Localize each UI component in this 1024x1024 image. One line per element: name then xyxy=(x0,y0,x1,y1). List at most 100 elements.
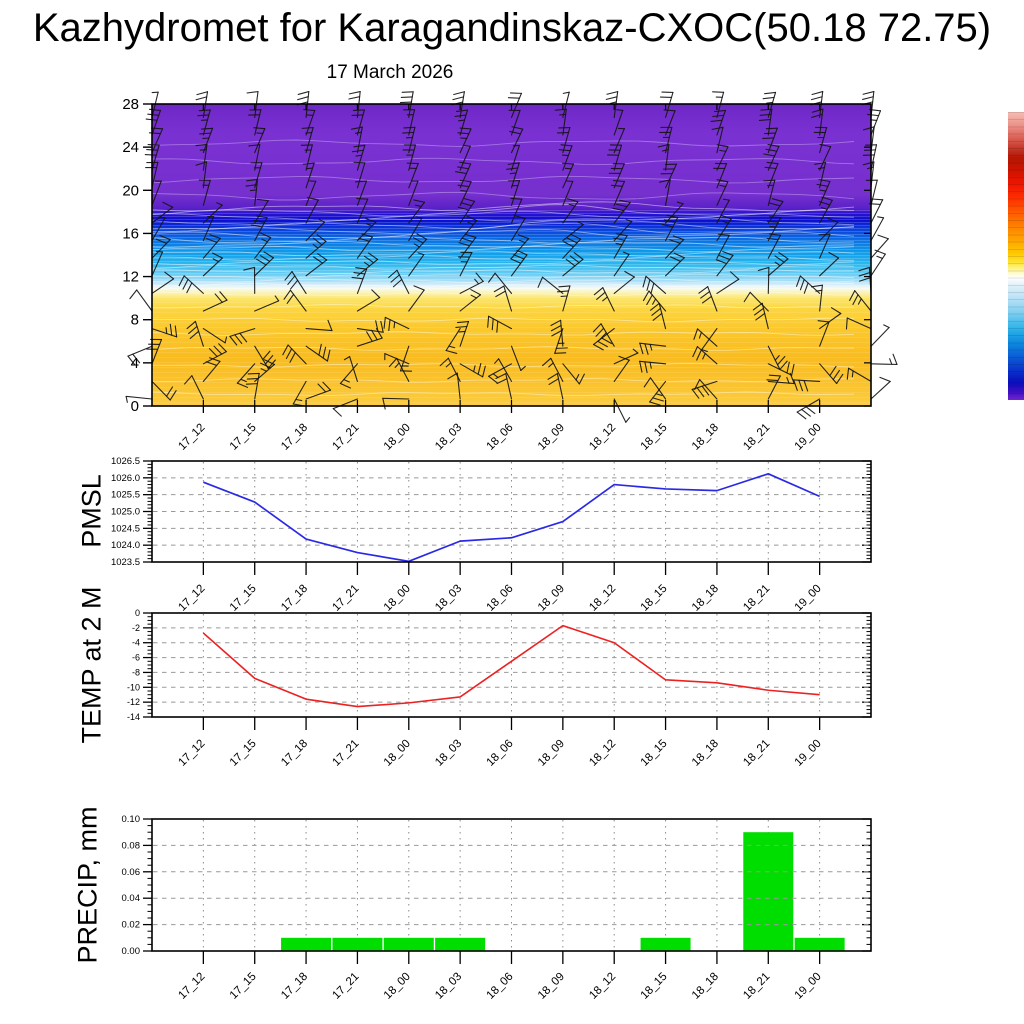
wind-barb-feather xyxy=(722,220,729,224)
wind-barb-shaft xyxy=(459,109,469,136)
wind-barb-shaft xyxy=(648,290,667,312)
wind-barb-feather xyxy=(877,216,885,219)
x-tick-label: 18_18 xyxy=(690,422,721,453)
wind-barb-shaft xyxy=(305,199,319,224)
wind-barb-feather xyxy=(297,90,310,96)
wind-barb-feather xyxy=(570,233,582,240)
wind-barb-feather xyxy=(312,243,319,249)
wind-barb-feather xyxy=(247,372,260,375)
wind-barb-shaft xyxy=(236,363,256,384)
wind-barb-feather xyxy=(763,179,776,182)
wind-barb-shaft xyxy=(305,259,328,277)
wind-barb-feather xyxy=(343,356,351,361)
wind-barb-feather xyxy=(246,377,259,380)
wind-barb-feather xyxy=(612,180,625,183)
wind-barb-feather xyxy=(760,108,773,111)
wind-barb-feather xyxy=(312,256,324,264)
wind-barb-shaft xyxy=(408,109,416,136)
wind-barb-feather xyxy=(236,382,249,388)
x-tick-label: 17_18 xyxy=(279,422,310,453)
wind-barb-feather xyxy=(447,372,458,380)
wind-barb-feather xyxy=(364,261,371,267)
wind-barb-feather xyxy=(382,397,386,410)
x-tick-label: 18_21 xyxy=(741,738,772,769)
wind-barb-shaft xyxy=(202,328,226,344)
wind-barb-shaft xyxy=(699,379,718,400)
wind-barb-shaft xyxy=(767,375,781,400)
wind-barb-shaft xyxy=(793,379,821,382)
contour-line xyxy=(151,331,855,336)
wind-barb-feather xyxy=(457,166,470,170)
wind-barb-feather xyxy=(509,172,517,175)
wind-barb-shaft xyxy=(459,163,472,189)
wind-barb-feather xyxy=(758,118,771,121)
wind-barb-shaft xyxy=(459,128,472,154)
contour-line xyxy=(151,269,855,275)
contour-line xyxy=(151,264,855,270)
wind-barb-feather xyxy=(458,119,466,122)
wind-barb-feather xyxy=(147,144,160,146)
wind-barb-feather xyxy=(199,132,212,135)
wind-barb-feather xyxy=(605,96,618,100)
wind-barb-shaft xyxy=(665,203,684,224)
wind-barb-feather xyxy=(548,362,554,368)
wind-barb-feather xyxy=(763,153,776,157)
wind-barb-shaft xyxy=(396,269,410,294)
wind-barb-shaft xyxy=(613,201,631,224)
wind-barb-feather xyxy=(316,234,327,242)
wind-barb-feather xyxy=(692,346,698,358)
wind-barb-shaft xyxy=(356,328,384,333)
wind-barb-feather xyxy=(255,215,268,219)
wind-barb-feather xyxy=(829,365,837,377)
wind-barb-feather xyxy=(477,363,482,375)
x-tick-label: 18_15 xyxy=(639,971,670,1002)
wind-barb-feather xyxy=(811,91,824,96)
wind-barb-shaft xyxy=(510,254,528,277)
wind-barb-feather xyxy=(364,217,377,223)
wind-barb-feather xyxy=(356,197,369,200)
x-tick-label: 18_21 xyxy=(741,583,772,614)
wind-barb-feather xyxy=(355,267,368,270)
wind-barb-feather xyxy=(819,189,827,192)
y-tick-label: 0 xyxy=(135,608,140,618)
wind-barb-feather xyxy=(488,272,496,283)
wind-barb-shaft xyxy=(613,144,623,171)
wind-barb-feather xyxy=(213,345,223,355)
wind-barb-shaft xyxy=(665,143,670,171)
x-tick-label: 17_21 xyxy=(330,738,361,769)
x-tick-label: 19_00 xyxy=(793,738,824,769)
y-tick-label: 1026.0 xyxy=(111,473,140,484)
wind-barb-feather xyxy=(719,184,727,188)
y-tick-label: -8 xyxy=(132,667,140,677)
wind-barb-shaft xyxy=(396,357,410,382)
wind-barb-shaft xyxy=(202,237,221,259)
wind-barb-feather xyxy=(201,127,214,130)
wind-barb-feather xyxy=(245,383,258,385)
wind-barb-shaft xyxy=(562,127,571,154)
date-subtitle: 17 March 2026 xyxy=(326,62,454,83)
wind-barb-feather xyxy=(460,202,473,207)
wind-barb-shaft xyxy=(408,144,416,171)
wind-barb-feather xyxy=(568,203,576,207)
wind-barb-shaft xyxy=(613,109,624,136)
wind-barb-feather xyxy=(445,362,452,368)
wind-barb-shaft xyxy=(819,312,842,330)
wind-barb-shaft xyxy=(613,220,633,242)
precip-bar xyxy=(640,937,691,951)
wind-barb-shaft xyxy=(613,180,625,206)
y-tick-label: 1025.5 xyxy=(111,490,140,501)
wind-barb-feather xyxy=(399,101,412,104)
wind-barb-feather xyxy=(456,109,469,113)
wind-barb-feather xyxy=(240,378,247,383)
wind-barb-feather xyxy=(488,375,498,384)
y-tick-label: 12 xyxy=(122,269,139,286)
y-tick-label: 1023.5 xyxy=(111,557,140,568)
wind-barb-feather xyxy=(786,361,790,374)
wind-barb-shaft xyxy=(613,128,625,154)
wind-barb-shaft xyxy=(696,328,718,347)
wind-barb-feather xyxy=(416,233,428,240)
wind-barb-shaft xyxy=(761,302,769,330)
y-tick-label: 0.04 xyxy=(122,893,141,904)
precip-bar xyxy=(435,937,486,951)
wind-barb-feather xyxy=(827,217,839,223)
